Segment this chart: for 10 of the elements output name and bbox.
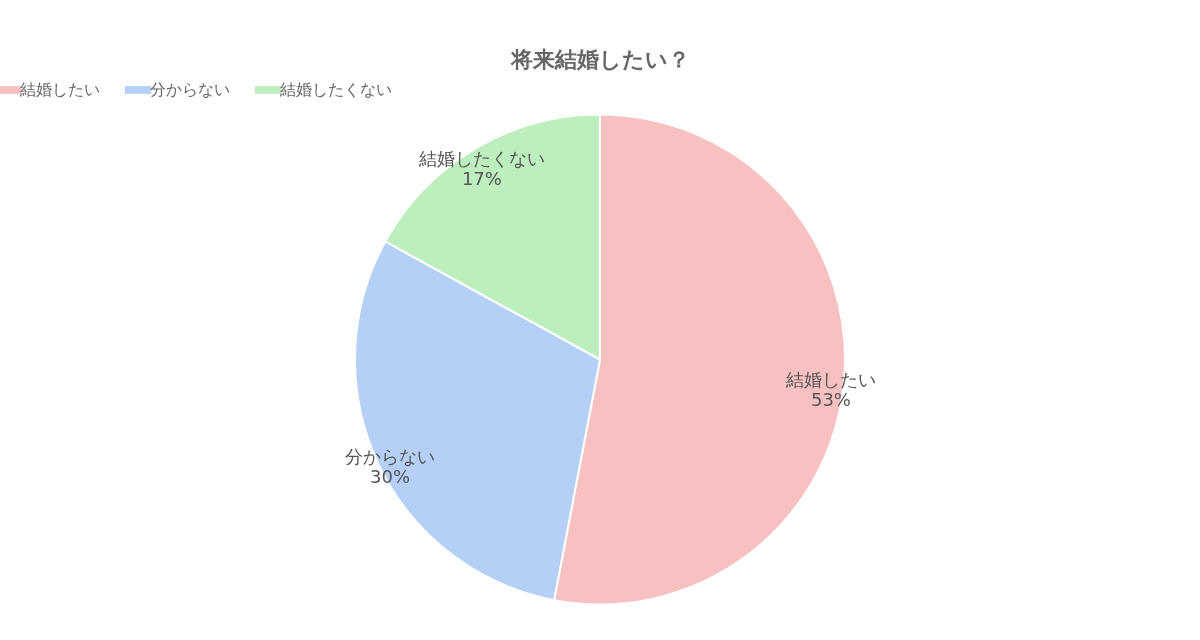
legend-label: 結婚したい [19, 80, 100, 99]
data-label: 17% [461, 167, 502, 189]
slice-label: 分からない [345, 446, 436, 468]
data-label: 30% [370, 466, 411, 488]
legend-label: 結婚したくない [279, 80, 392, 99]
data-label: 53% [810, 389, 851, 411]
legend-label: 分からない [150, 80, 230, 99]
slice-label: 結婚したい [784, 369, 876, 391]
slice-label: 結婚したくない [417, 147, 545, 169]
chart-title: 将来結婚したい？ [509, 47, 690, 72]
